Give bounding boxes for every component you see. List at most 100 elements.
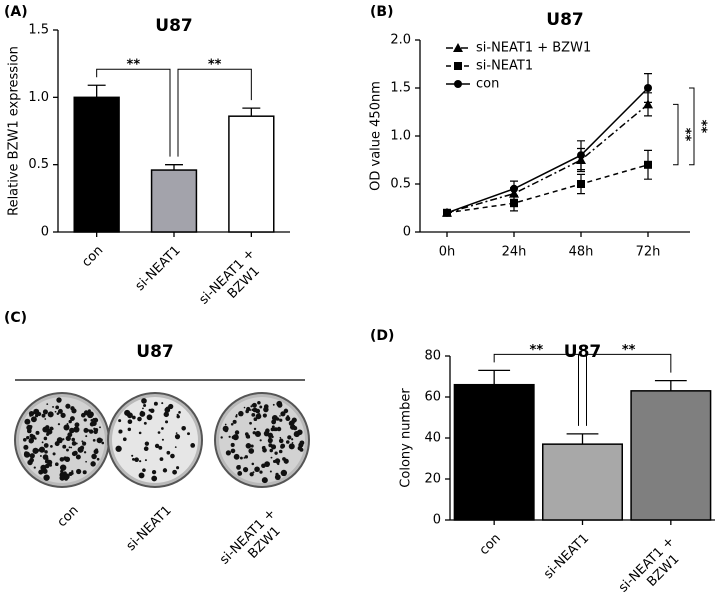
significance-label: **: [622, 343, 636, 358]
colony: [283, 408, 289, 414]
colony: [88, 429, 94, 434]
colony: [46, 432, 50, 436]
colony: [64, 456, 71, 463]
colony: [115, 445, 122, 452]
bar: [150, 169, 198, 233]
colony: [23, 444, 29, 450]
colony: [249, 421, 252, 425]
colony: [225, 450, 231, 456]
colony: [44, 459, 49, 464]
colony: [35, 411, 38, 415]
colony: [190, 443, 196, 448]
x-tick-label: si-NEAT1 + BZW1: [196, 243, 272, 319]
colony: [75, 454, 81, 460]
significance-bracket: [673, 103, 679, 166]
y-tick-label: 2.0: [390, 33, 411, 48]
colony: [39, 455, 42, 457]
colony: [279, 436, 282, 439]
colony: [263, 406, 269, 413]
colony: [268, 436, 271, 439]
colony: [178, 411, 181, 414]
colony: [29, 453, 35, 459]
bar: [228, 115, 275, 233]
colony: [57, 408, 63, 414]
colony: [161, 427, 164, 430]
colony: [233, 453, 240, 460]
colony: [254, 466, 260, 473]
y-tick-label: 1.0: [390, 129, 411, 144]
colony: [230, 422, 234, 426]
colony: [42, 409, 48, 415]
colony: [46, 457, 49, 461]
colony: [265, 428, 270, 433]
dishes: [14, 392, 310, 488]
colony: [286, 415, 290, 418]
marker: [510, 184, 518, 193]
colony: [278, 438, 284, 444]
colony: [127, 427, 132, 432]
colony: [280, 469, 288, 477]
significance-bracket: [96, 68, 171, 157]
x-tick-label: 0h: [439, 245, 456, 260]
colony: [181, 425, 186, 431]
bar: [73, 96, 120, 233]
x-tick-label: con: [476, 531, 503, 558]
colony: [74, 422, 80, 428]
y-tick-label: 80: [424, 349, 441, 364]
panel-label: (A): [4, 4, 28, 20]
colony: [142, 407, 144, 410]
significance-bracket: [177, 68, 252, 157]
significance-bracket: [586, 353, 672, 426]
colony: [23, 451, 29, 456]
colony: [82, 441, 87, 446]
colony: [71, 437, 76, 442]
colony: [68, 419, 72, 424]
significance-bracket: [493, 353, 579, 426]
colony: [76, 468, 82, 475]
x-tick-label: 72h: [636, 245, 661, 260]
marker: [454, 80, 462, 88]
colony: [264, 461, 270, 468]
colony: [59, 464, 67, 471]
colony: [48, 463, 53, 467]
colony: [73, 450, 78, 456]
significance-bracket: [689, 87, 695, 166]
colony: [70, 446, 73, 449]
colony: [282, 457, 286, 461]
panel-title: U87: [136, 342, 173, 362]
marker: [577, 180, 585, 188]
y-tick-label: 1.5: [28, 23, 49, 38]
line: [446, 103, 649, 214]
colony: [249, 472, 254, 477]
colony: [261, 446, 266, 450]
colony: [24, 418, 31, 425]
colony: [234, 430, 240, 435]
colony: [38, 446, 45, 453]
colony: [259, 405, 263, 409]
colony: [56, 397, 62, 403]
colony: [141, 398, 147, 404]
x-tick-label: si-NEAT1: [123, 503, 174, 554]
colony: [267, 438, 273, 444]
colony: [276, 400, 283, 407]
colony: [28, 438, 34, 444]
colony: [41, 413, 46, 418]
y-tick-label: 0.5: [390, 177, 411, 192]
colony: [285, 440, 290, 444]
colony: [143, 446, 149, 452]
colony: [26, 435, 30, 440]
colony: [244, 455, 249, 459]
significance-label: **: [208, 58, 222, 73]
colony: [71, 441, 77, 446]
colony: [29, 433, 34, 438]
colony: [274, 458, 281, 464]
significance-label: **: [530, 343, 544, 358]
colony: [60, 412, 66, 418]
colony: [45, 425, 50, 430]
colony: [65, 403, 71, 409]
y-tick-label: 1.0: [28, 90, 49, 105]
x-tick-label: 24h: [502, 245, 527, 260]
colony: [243, 406, 246, 409]
colony: [175, 432, 178, 434]
